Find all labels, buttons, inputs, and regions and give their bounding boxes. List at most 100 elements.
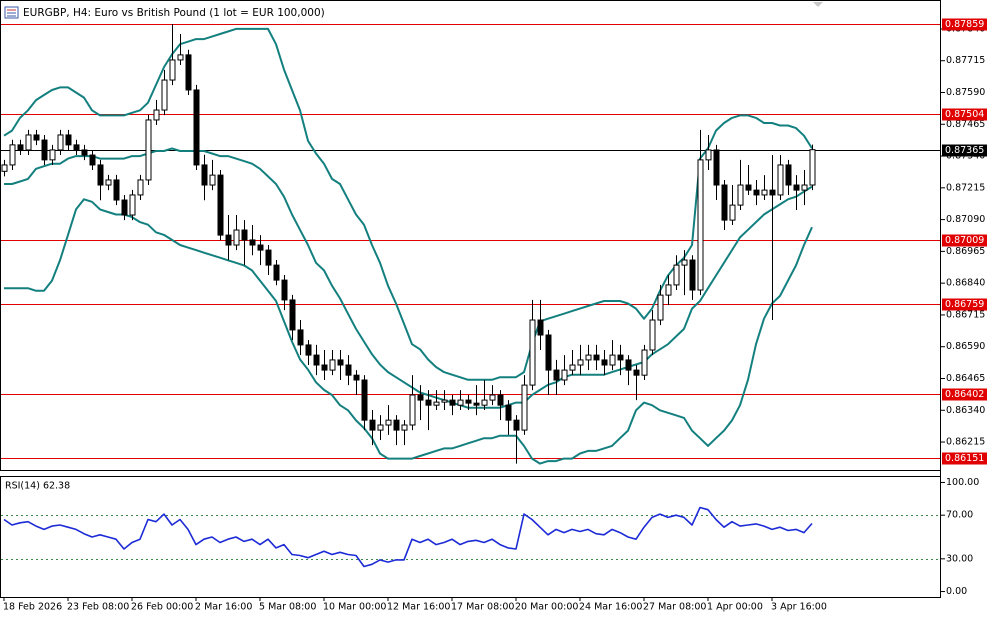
candle-body — [57, 134, 64, 151]
x-tick-label: 2 Mar 16:00 — [195, 602, 252, 613]
x-tick-label: 24 Mar 16:00 — [579, 602, 642, 613]
y-tick-label: 0.86840 — [946, 278, 985, 289]
candle-body — [209, 174, 216, 186]
candle-body — [561, 369, 568, 381]
candle-body — [305, 344, 312, 356]
candle-body — [665, 284, 672, 296]
band-lower — [4, 198, 813, 465]
x-tick-label: 12 Mar 16:00 — [387, 602, 450, 613]
candle-body — [649, 319, 656, 351]
rsi-line — [3, 506, 813, 568]
price-line-label: 0.87009 — [945, 235, 984, 246]
candle-body — [753, 189, 760, 196]
candle-body — [313, 354, 320, 366]
candle-body — [417, 394, 424, 401]
candle-body — [673, 264, 680, 286]
bands-layer — [3, 27, 813, 465]
candle-body — [689, 259, 696, 291]
candle-body — [89, 154, 96, 166]
candle-body — [657, 294, 664, 321]
axis-layer: 0.878400.877150.875900.874650.873400.872… — [3, 0, 987, 613]
candle-body — [385, 419, 392, 426]
candle-body — [65, 134, 72, 146]
band-middle — [4, 147, 813, 409]
candle-body — [201, 164, 208, 186]
candle-body — [257, 244, 264, 251]
y-tick-label: 0.00 — [946, 586, 967, 597]
candle-body — [569, 364, 576, 371]
price-line-label-box — [942, 144, 987, 157]
price-line-label-box — [942, 452, 987, 465]
candle-body — [369, 419, 376, 431]
y-tick-label: 0.87215 — [946, 182, 985, 193]
candle-body — [25, 134, 32, 151]
candle-body — [225, 234, 232, 246]
x-tick-label: 5 Mar 08:00 — [259, 602, 316, 613]
candle-body — [81, 149, 88, 156]
price-line-label-box — [942, 298, 987, 311]
candle-body — [393, 419, 400, 431]
candle-body — [713, 149, 720, 186]
x-tick-label: 23 Feb 08:00 — [67, 602, 129, 613]
y-tick-label: 100.00 — [946, 477, 979, 488]
candle-body — [217, 174, 224, 236]
candle-body — [721, 184, 728, 221]
candle-body — [585, 354, 592, 361]
candle-body — [785, 164, 792, 186]
candle-body — [113, 179, 120, 201]
candle-body — [705, 149, 712, 161]
x-tick-label: 1 Apr 00:00 — [707, 602, 763, 613]
candle-body — [745, 184, 752, 191]
candle-body — [177, 54, 184, 61]
candle-body — [145, 119, 152, 181]
candle-body — [441, 399, 448, 403]
rsi-title: RSI(14) 62.38 — [5, 481, 70, 492]
candle-body — [577, 359, 584, 366]
candle-body — [129, 194, 136, 216]
candle-body — [241, 229, 248, 241]
x-tick-label: 26 Feb 00:00 — [131, 602, 193, 613]
y-tick-label: 0.87090 — [946, 214, 985, 225]
candle-body — [473, 402, 480, 406]
candle-body — [457, 399, 464, 406]
candle-body — [505, 404, 512, 421]
candle-body — [249, 239, 256, 246]
candle-body — [1, 164, 8, 172]
candles-layer — [1, 24, 816, 464]
candle-body — [465, 399, 472, 404]
candle-body — [497, 394, 504, 406]
candle-body — [433, 401, 440, 406]
y-tick-label: 0.86590 — [946, 341, 985, 352]
candle-body — [513, 419, 520, 431]
candle-body — [17, 144, 24, 151]
shift-marker — [813, 2, 823, 7]
candle-body — [617, 354, 624, 361]
x-tick-label: 27 Mar 08:00 — [643, 602, 706, 613]
band-upper — [3, 27, 813, 381]
candle-body — [73, 144, 80, 151]
candle-body — [769, 189, 776, 196]
candle-body — [425, 399, 432, 406]
candle-body — [801, 184, 808, 191]
symbol-icon — [4, 6, 19, 19]
y-tick-label: 0.86465 — [946, 373, 985, 384]
candle-body — [601, 359, 608, 366]
x-tick-label: 3 Apr 16:00 — [771, 602, 827, 613]
y-tick-label: 0.87590 — [946, 87, 985, 98]
candle-body — [353, 374, 360, 381]
candle-body — [41, 139, 48, 161]
candle-body — [681, 259, 688, 266]
candle-body — [9, 144, 16, 166]
candle-body — [729, 204, 736, 221]
candle-body — [777, 164, 784, 196]
candle-body — [105, 179, 112, 186]
candle-body — [545, 334, 552, 371]
y-tick-label: 0.87465 — [946, 119, 985, 130]
y-tick-label: 0.86715 — [946, 309, 985, 320]
candle-body — [297, 329, 304, 346]
candle-body — [345, 364, 352, 376]
y-tick-label: 30.00 — [946, 553, 973, 564]
candle-body — [377, 424, 384, 431]
